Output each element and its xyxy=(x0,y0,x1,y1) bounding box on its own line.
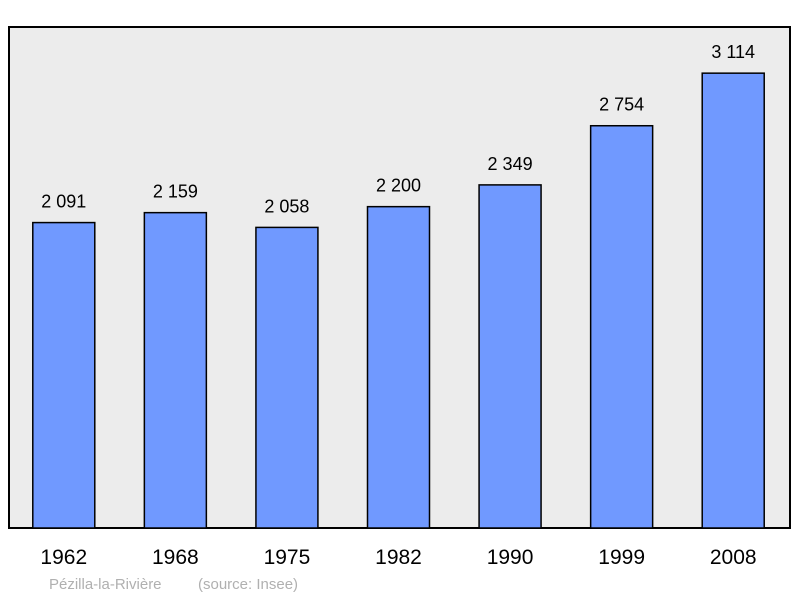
x-tick-1999: 1999 xyxy=(598,546,645,569)
bar-1990 xyxy=(478,184,542,529)
bar-2008 xyxy=(701,72,765,529)
x-tick-1962: 1962 xyxy=(40,546,87,569)
bar-1999 xyxy=(589,124,654,529)
data-label-2008: 3 114 xyxy=(711,42,755,62)
data-label-1962: 2 091 xyxy=(41,192,86,212)
data-label-1999: 2 754 xyxy=(599,95,644,115)
data-label-1990: 2 349 xyxy=(488,154,533,174)
bar-1975 xyxy=(255,226,319,529)
data-label-1982: 2 200 xyxy=(376,176,421,196)
x-tick-1968: 1968 xyxy=(152,546,199,569)
data-label-1975: 2 058 xyxy=(264,196,309,216)
x-tick-1975: 1975 xyxy=(264,546,311,569)
bar-1962 xyxy=(32,221,96,529)
bar-1982 xyxy=(366,205,431,529)
footer-place: Pézilla-la-Rivière xyxy=(49,576,162,593)
bar-1968 xyxy=(143,211,208,529)
x-tick-2008: 2008 xyxy=(710,546,757,569)
data-label-1968: 2 159 xyxy=(153,182,198,202)
x-tick-1982: 1982 xyxy=(375,546,422,569)
footer-source: (source: Insee) xyxy=(198,576,298,593)
x-tick-1990: 1990 xyxy=(487,546,534,569)
